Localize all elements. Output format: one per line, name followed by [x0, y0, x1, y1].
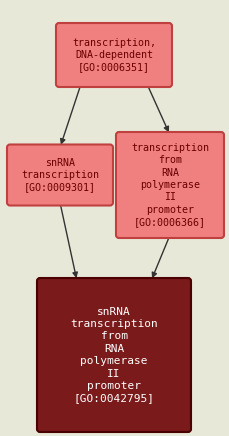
FancyBboxPatch shape — [56, 23, 172, 87]
FancyBboxPatch shape — [116, 132, 224, 238]
Text: snRNA
transcription
from
RNA
polymerase
II
promoter
[GO:0042795]: snRNA transcription from RNA polymerase … — [70, 307, 158, 403]
Text: transcription,
DNA-dependent
[GO:0006351]: transcription, DNA-dependent [GO:0006351… — [72, 37, 156, 72]
FancyBboxPatch shape — [7, 144, 113, 205]
Text: transcription
from
RNA
polymerase
II
promoter
[GO:0006366]: transcription from RNA polymerase II pro… — [131, 143, 209, 227]
FancyBboxPatch shape — [37, 278, 191, 432]
Text: snRNA
transcription
[GO:0009301]: snRNA transcription [GO:0009301] — [21, 157, 99, 192]
